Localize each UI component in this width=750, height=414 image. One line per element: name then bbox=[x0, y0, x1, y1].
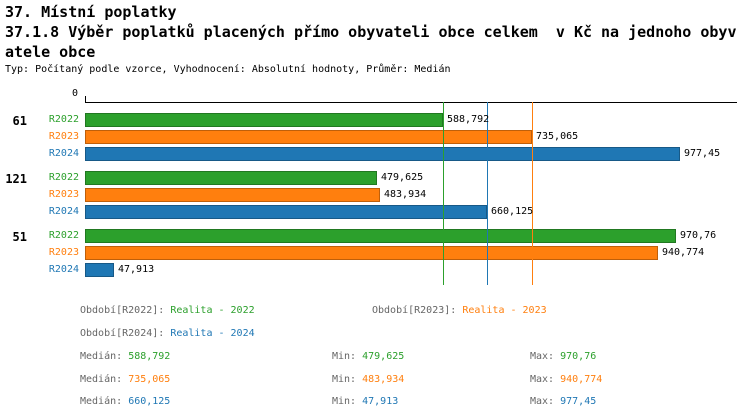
chart-title-line2: 37.1.8 Výběr poplatků placených přímo ob… bbox=[5, 23, 737, 41]
bar-value-label: 735,065 bbox=[536, 131, 579, 142]
group-label-121: 121 bbox=[5, 172, 27, 186]
bar-51-r2024 bbox=[85, 263, 114, 277]
stat-value: 735,065 bbox=[128, 374, 171, 385]
bar-value-label: 479,625 bbox=[381, 172, 424, 183]
stat-min-r2024: Min: 47,913 bbox=[332, 396, 398, 407]
median-line-r2022 bbox=[443, 102, 444, 285]
stat-value: 977,45 bbox=[560, 396, 597, 407]
stat-label: Min: bbox=[332, 396, 357, 407]
bar-value-label: 970,76 bbox=[680, 230, 717, 241]
bar-row-label-r2022: R2022 bbox=[48, 230, 79, 241]
chart-title-line1: 37. Místní poplatky bbox=[5, 3, 177, 21]
stat-label: Min: bbox=[332, 374, 357, 385]
chart-title-line3: atele obce bbox=[5, 43, 96, 61]
stat-max-r2024: Max: 977,45 bbox=[530, 396, 596, 407]
x-axis-line bbox=[85, 102, 737, 103]
stat-value: 483,934 bbox=[362, 374, 405, 385]
stat-label: Medián: bbox=[80, 351, 123, 362]
x-axis-zero-tick bbox=[85, 96, 86, 102]
bar-row-label-r2024: R2024 bbox=[48, 148, 79, 159]
bar-row-label-r2022: R2022 bbox=[48, 114, 79, 125]
stat-label: Max: bbox=[530, 351, 555, 362]
stat-median-r2023: Medián: 735,065 bbox=[80, 374, 170, 385]
stat-min-r2022: Min: 479,625 bbox=[332, 351, 404, 362]
legend-entry-r2022: Období[R2022]: Realita - 2022 bbox=[80, 305, 255, 316]
bar-61-r2023 bbox=[85, 130, 532, 144]
legend-entry-r2023: Období[R2023]: Realita - 2023 bbox=[372, 305, 547, 316]
bar-121-r2022 bbox=[85, 171, 377, 185]
bar-value-label: 47,913 bbox=[118, 264, 155, 275]
bar-row-label-r2024: R2024 bbox=[48, 206, 79, 217]
stat-value: 479,625 bbox=[362, 351, 405, 362]
group-label-51: 51 bbox=[12, 230, 27, 244]
median-line-r2024 bbox=[487, 102, 488, 285]
stat-label: Medián: bbox=[80, 374, 123, 385]
stat-max-r2022: Max: 970,76 bbox=[530, 351, 596, 362]
legend-entry-r2024: Období[R2024]: Realita - 2024 bbox=[80, 328, 255, 339]
stat-label: Medián: bbox=[80, 396, 123, 407]
stat-min-r2023: Min: 483,934 bbox=[332, 374, 404, 385]
bar-row-label-r2023: R2023 bbox=[48, 189, 79, 200]
stat-value: 588,792 bbox=[128, 351, 171, 362]
legend-entry-label: Období[R2022]: bbox=[80, 305, 165, 316]
stat-label: Max: bbox=[530, 374, 555, 385]
bar-value-label: 483,934 bbox=[384, 189, 427, 200]
median-line-r2023 bbox=[532, 102, 533, 285]
stat-value: 47,913 bbox=[362, 396, 399, 407]
legend-entry-value: Realita - 2024 bbox=[170, 328, 255, 339]
bar-61-r2022 bbox=[85, 113, 443, 127]
bar-value-label: 588,792 bbox=[447, 114, 490, 125]
legend-entry-label: Období[R2024]: bbox=[80, 328, 165, 339]
stat-median-r2024: Medián: 660,125 bbox=[80, 396, 170, 407]
bar-51-r2022 bbox=[85, 229, 676, 243]
bar-121-r2023 bbox=[85, 188, 380, 202]
stat-label: Max: bbox=[530, 396, 555, 407]
stat-value: 970,76 bbox=[560, 351, 597, 362]
stat-value: 660,125 bbox=[128, 396, 171, 407]
stat-value: 940,774 bbox=[560, 374, 603, 385]
bar-value-label: 940,774 bbox=[662, 247, 705, 258]
bar-row-label-r2024: R2024 bbox=[48, 264, 79, 275]
stat-max-r2023: Max: 940,774 bbox=[530, 374, 602, 385]
x-axis-zero-label: 0 bbox=[72, 88, 79, 99]
stat-median-r2022: Medián: 588,792 bbox=[80, 351, 170, 362]
legend-entry-value: Realita - 2022 bbox=[170, 305, 255, 316]
bar-row-label-r2023: R2023 bbox=[48, 247, 79, 258]
bar-value-label: 660,125 bbox=[491, 206, 534, 217]
group-label-61: 61 bbox=[12, 114, 27, 128]
bar-row-label-r2022: R2022 bbox=[48, 172, 79, 183]
bar-row-label-r2023: R2023 bbox=[48, 131, 79, 142]
legend-entry-label: Období[R2023]: bbox=[372, 305, 457, 316]
bar-61-r2024 bbox=[85, 147, 680, 161]
stat-label: Min: bbox=[332, 351, 357, 362]
bar-value-label: 977,45 bbox=[684, 148, 721, 159]
bar-121-r2024 bbox=[85, 205, 487, 219]
chart-subtitle: Typ: Počítaný podle vzorce, Vyhodnocení:… bbox=[5, 64, 451, 75]
bar-51-r2023 bbox=[85, 246, 658, 260]
legend-entry-value: Realita - 2023 bbox=[462, 305, 547, 316]
